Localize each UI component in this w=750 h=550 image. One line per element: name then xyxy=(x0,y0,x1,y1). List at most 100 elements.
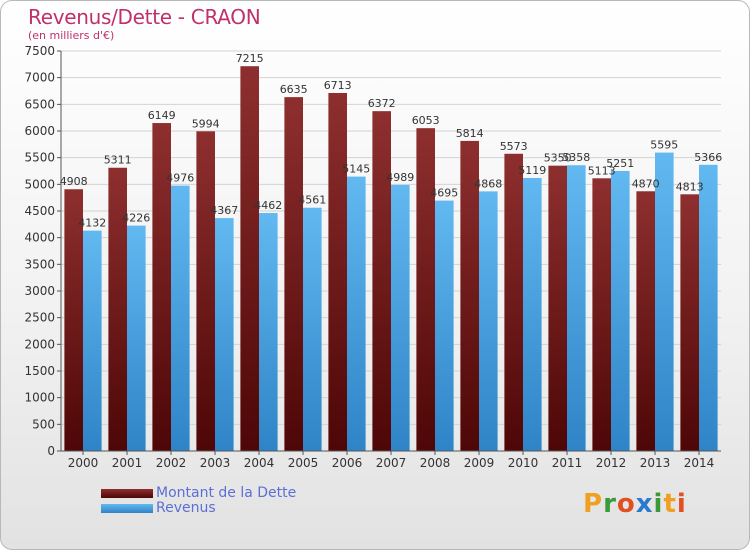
bar-revenus xyxy=(523,177,542,451)
data-label-dette: 6149 xyxy=(148,109,176,122)
bar-revenus xyxy=(83,230,102,451)
data-label-revenus: 5119 xyxy=(518,164,546,177)
x-axis: 2000 2001 2002 2003 2004 2005 2006 2007 2008 2009… xyxy=(61,450,721,470)
y-tick-label: 3500 xyxy=(24,257,55,271)
x-tick-label: 2008 xyxy=(420,456,451,470)
x-tick-label: 2003 xyxy=(200,456,231,470)
x-tick-label: 2014 xyxy=(684,456,715,470)
y-tick-label: 7000 xyxy=(24,71,55,85)
data-label-revenus: 4868 xyxy=(474,177,502,190)
y-tick-label: 4500 xyxy=(24,204,55,218)
data-label-revenus: 5366 xyxy=(694,151,722,164)
bar-dette xyxy=(284,97,303,451)
data-label-revenus: 4561 xyxy=(298,194,326,207)
x-tick-label: 2006 xyxy=(332,456,363,470)
y-tick-label: 4000 xyxy=(24,231,55,245)
bar-dette xyxy=(460,140,479,452)
data-label-revenus: 4989 xyxy=(386,171,414,184)
x-tick-label: 2010 xyxy=(508,456,539,470)
bar-dette xyxy=(548,165,567,451)
x-tick-label: 2005 xyxy=(288,456,319,470)
y-tick-label: 500 xyxy=(32,417,55,431)
bar-revenus xyxy=(215,218,234,451)
data-label-dette: 4908 xyxy=(60,175,88,188)
x-tick-label: 2012 xyxy=(596,456,627,470)
y-tick-label: 1000 xyxy=(24,391,55,405)
data-label-dette: 7215 xyxy=(236,52,264,65)
y-tick-label: 6000 xyxy=(24,124,55,138)
bar-revenus xyxy=(259,213,278,451)
data-labels: 4908 4132 5311 4226 6149 4976 5994 4367 7215 4462… xyxy=(60,52,723,229)
logo-letter: o xyxy=(616,489,636,519)
x-tick-label: 2001 xyxy=(112,456,143,470)
logo-letter: t xyxy=(663,489,677,519)
bar-revenus xyxy=(391,184,410,452)
y-tick-label: 2500 xyxy=(24,311,55,325)
x-tick-label: 2002 xyxy=(156,456,187,470)
y-axis: 0 500 1000 1500 2000 2500 3000 3500 4000 4500 5000… xyxy=(24,44,62,458)
data-label-revenus: 5251 xyxy=(606,157,634,170)
data-label-revenus: 5358 xyxy=(562,151,590,164)
data-label-revenus: 4132 xyxy=(78,217,106,230)
bar-dette xyxy=(372,111,391,451)
x-tick-label: 2007 xyxy=(376,456,407,470)
bars xyxy=(64,66,718,452)
bar-dette xyxy=(328,92,347,452)
logo-letter: i xyxy=(676,489,687,519)
bar-dette xyxy=(240,66,259,451)
bar-revenus xyxy=(655,152,674,451)
data-label-dette: 6053 xyxy=(412,114,440,127)
bar-revenus xyxy=(435,200,454,451)
bar-revenus xyxy=(567,165,586,452)
bar-revenus xyxy=(699,164,718,451)
chart-title: Revenus/Dette - CRAON xyxy=(28,5,261,29)
bar-dette xyxy=(636,191,655,451)
data-label-revenus: 4462 xyxy=(254,199,282,212)
x-tick-label: 2013 xyxy=(640,456,671,470)
data-label-dette: 5311 xyxy=(104,154,132,167)
legend-swatch-dette xyxy=(101,489,153,498)
bar-revenus xyxy=(127,225,146,451)
data-label-dette: 5573 xyxy=(500,140,528,153)
chart-subtitle: (en milliers d'€) xyxy=(28,29,115,42)
data-label-dette: 6713 xyxy=(324,79,352,92)
bar-dette xyxy=(680,194,699,451)
x-tick-label: 2011 xyxy=(552,456,583,470)
data-label-dette: 5350 xyxy=(544,152,572,165)
bar-dette xyxy=(416,128,435,451)
logo-letter: r xyxy=(603,489,617,519)
bar-revenus xyxy=(347,176,366,451)
y-tick-label: 6500 xyxy=(24,97,55,111)
x-tick-label: 2000 xyxy=(68,456,99,470)
logo-letter: i xyxy=(653,489,664,519)
bar-dette xyxy=(196,131,215,451)
x-tick-label: 2009 xyxy=(464,456,495,470)
data-label-dette: 5814 xyxy=(456,127,484,140)
legend-swatch-revenus xyxy=(101,504,153,513)
logo-letter: P xyxy=(583,489,604,519)
bar-revenus xyxy=(171,185,190,451)
y-tick-label: 2000 xyxy=(24,337,55,351)
bar-dette xyxy=(592,178,611,451)
bar-dette xyxy=(504,153,523,452)
bar-dette xyxy=(64,189,83,452)
y-tick-label: 1500 xyxy=(24,364,55,378)
data-label-dette: 4813 xyxy=(676,180,704,193)
data-label-dette: 4870 xyxy=(632,177,660,190)
y-tick-label: 5500 xyxy=(24,151,55,165)
data-label-revenus: 4367 xyxy=(210,204,238,217)
bar-dette xyxy=(152,123,171,451)
logo-letter: x xyxy=(635,489,654,519)
data-label-dette: 5994 xyxy=(192,117,220,130)
y-tick-label: 0 xyxy=(47,444,55,458)
bar-revenus xyxy=(303,207,322,451)
x-tick-label: 2004 xyxy=(244,456,275,470)
data-label-dette: 6635 xyxy=(280,83,308,96)
data-label-revenus: 4976 xyxy=(166,172,194,185)
y-tick-label: 3000 xyxy=(24,284,55,298)
legend-label-revenus: Revenus xyxy=(156,500,216,516)
bar-revenus xyxy=(611,170,630,452)
y-tick-label: 7500 xyxy=(24,44,55,58)
bar-revenus xyxy=(479,191,498,451)
